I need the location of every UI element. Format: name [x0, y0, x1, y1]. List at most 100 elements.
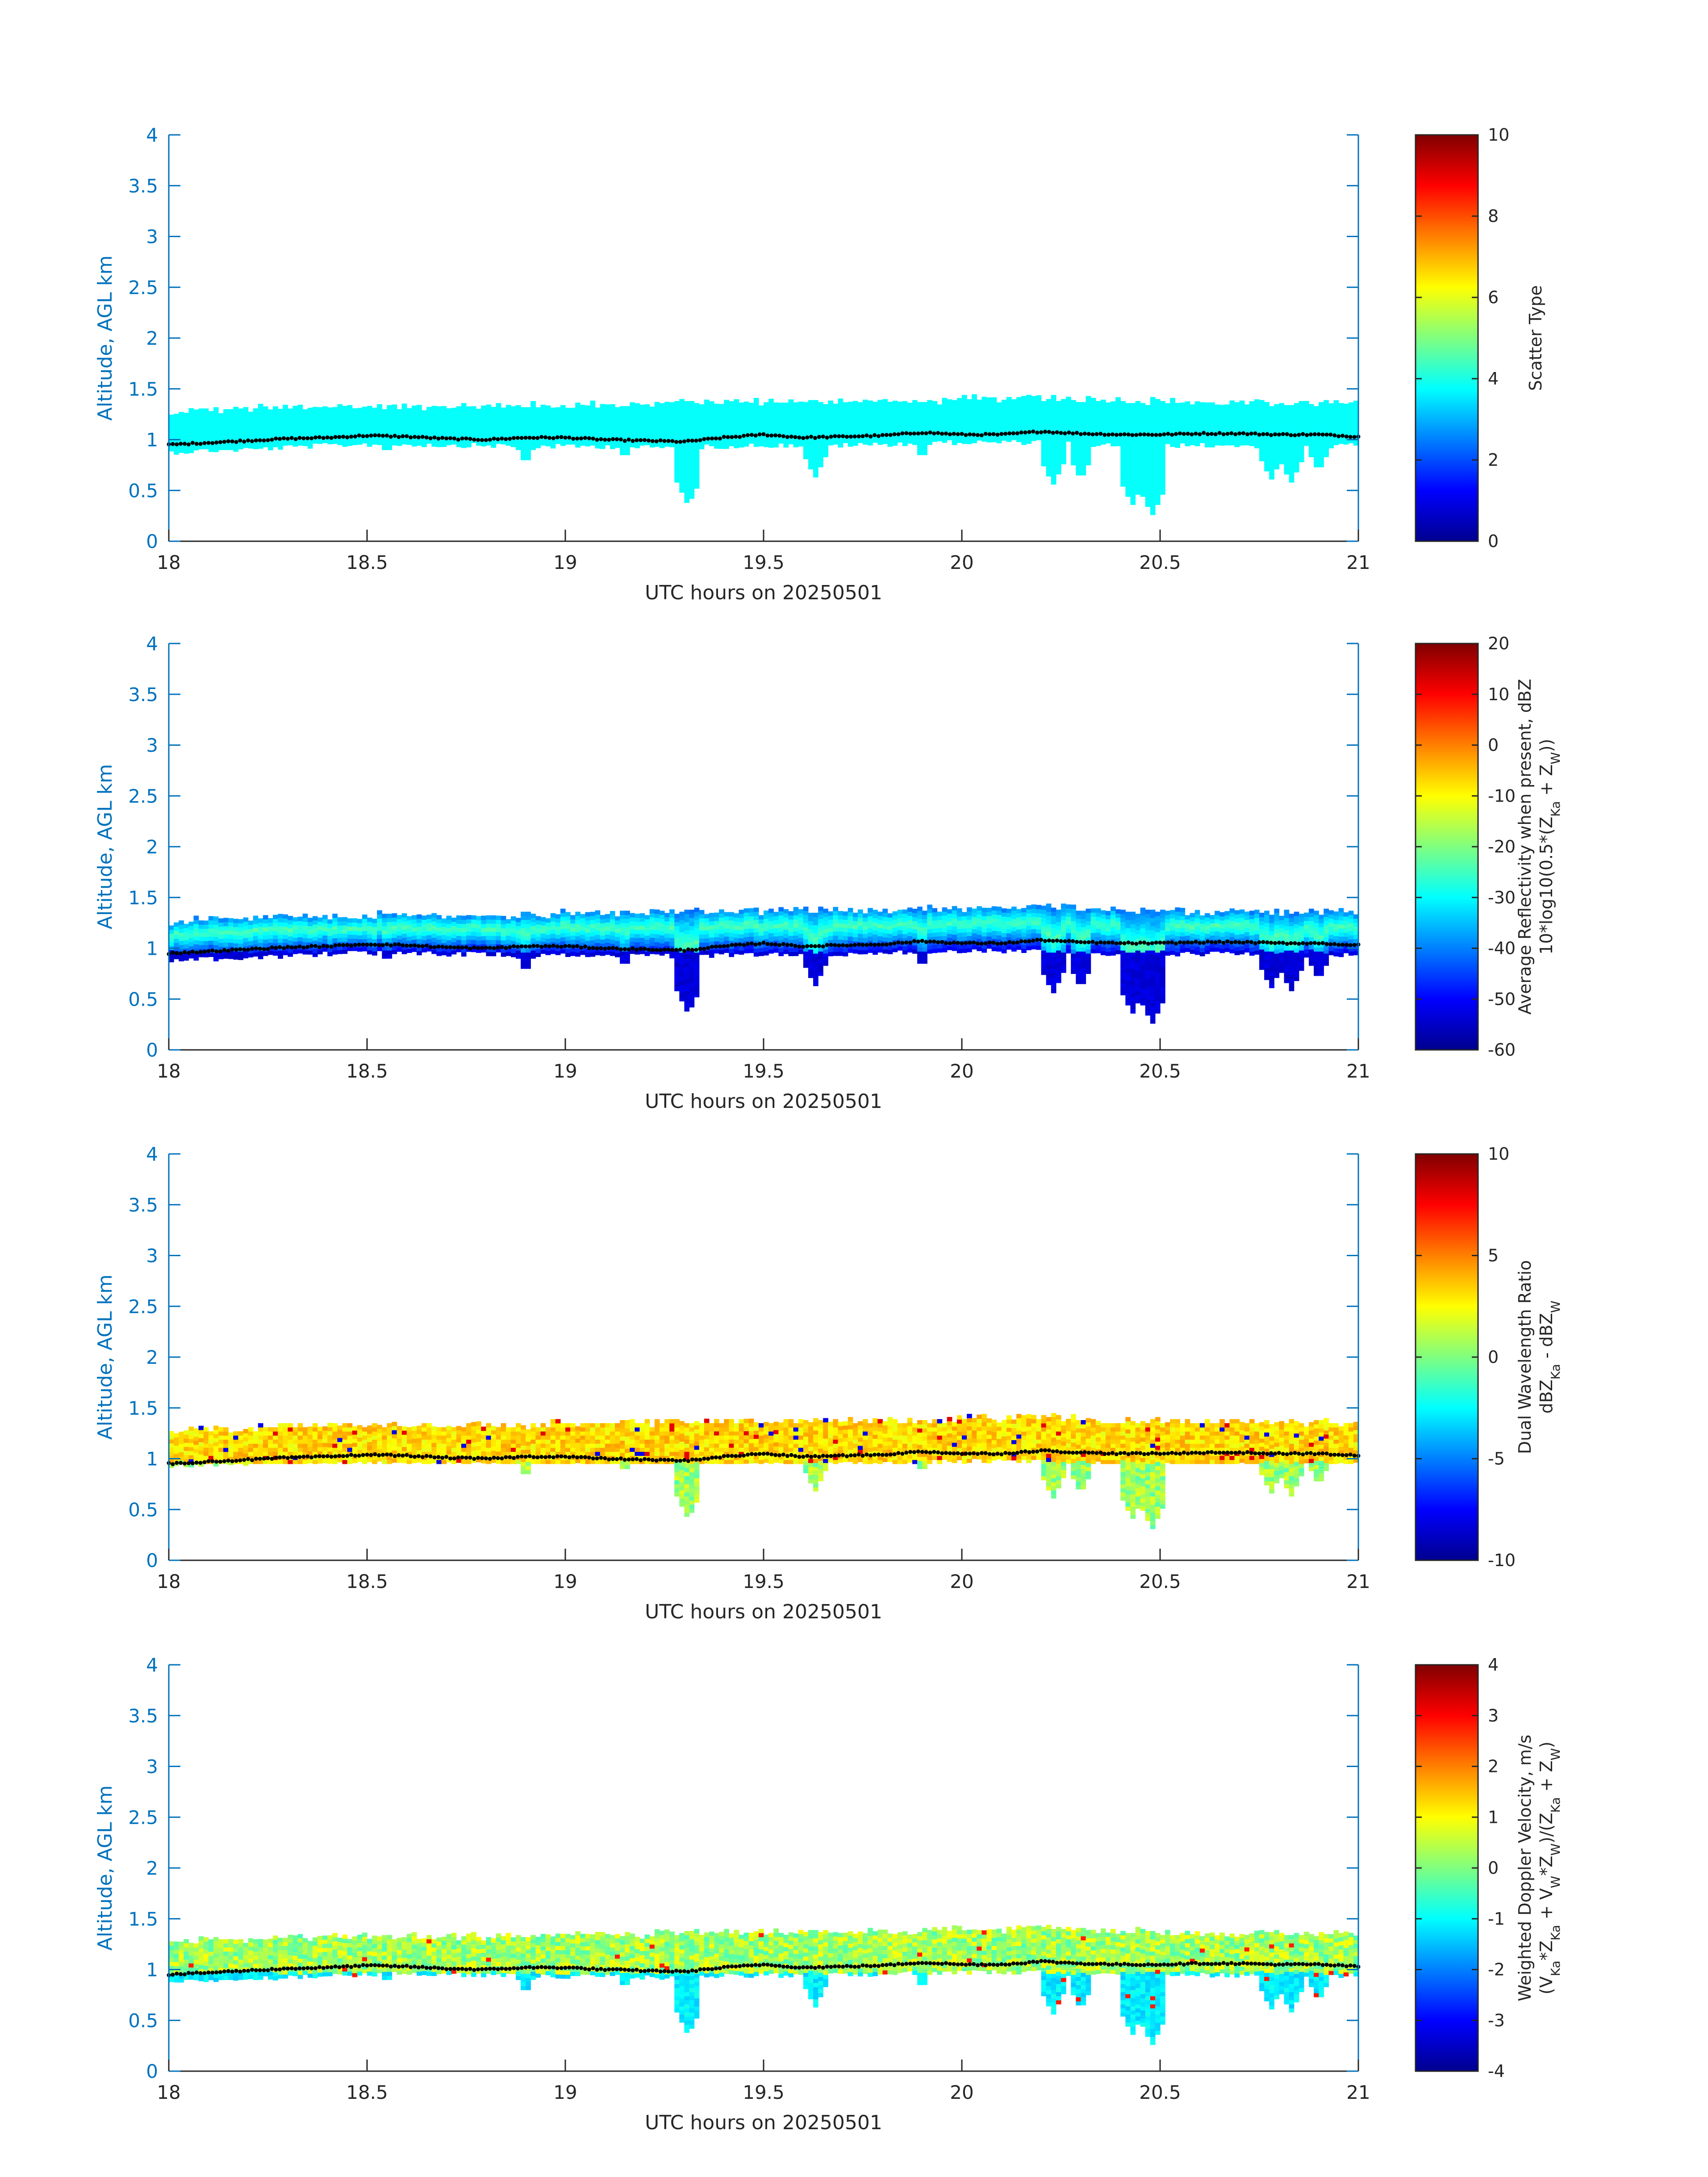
heatmap-cell [1165, 439, 1170, 444]
heatmap-cell [193, 944, 199, 949]
heatmap-cell [937, 923, 943, 928]
heatmap-cell [570, 416, 576, 420]
dot-marker [420, 435, 425, 439]
heatmap-cell [882, 439, 888, 444]
dot-marker [1011, 431, 1015, 435]
heatmap-cell [1289, 417, 1295, 422]
heatmap-cell [1155, 501, 1161, 505]
heatmap-cell [1120, 438, 1126, 442]
heatmap-cell [956, 920, 962, 925]
heatmap-cell [600, 420, 606, 425]
heatmap-cell [476, 417, 481, 422]
heatmap-cell [441, 426, 447, 431]
dot-marker [405, 434, 409, 439]
heatmap-cell [739, 934, 744, 939]
heatmap-cell [560, 425, 566, 430]
heatmap-cell [620, 414, 625, 419]
heatmap-cell [778, 907, 784, 911]
heatmap-cell [456, 418, 462, 423]
heatmap-cell [857, 406, 863, 411]
heatmap-cell [1061, 460, 1066, 464]
heatmap-cell [332, 423, 338, 428]
dot-marker [321, 436, 326, 440]
heatmap-cell [1051, 427, 1057, 432]
dot-marker [345, 435, 350, 439]
heatmap-cell [327, 928, 333, 932]
heatmap-cell [644, 935, 650, 940]
heatmap-cell [783, 945, 789, 950]
heatmap-cell [1125, 407, 1131, 412]
heatmap-cell [1175, 443, 1180, 448]
heatmap-cell [803, 947, 809, 952]
heatmap-cell [848, 418, 853, 422]
dot-marker [262, 438, 266, 443]
heatmap-cell [1111, 418, 1116, 422]
heatmap-cell [248, 416, 254, 420]
heatmap-cell [734, 411, 739, 416]
heatmap-cell [793, 923, 799, 928]
heatmap-cell [347, 429, 353, 434]
heatmap-cell [530, 926, 536, 931]
heatmap-cell [1194, 409, 1200, 414]
dot-marker [266, 438, 270, 443]
heatmap-cell [852, 437, 858, 442]
heatmap-cell [288, 412, 293, 417]
heatmap-cell [273, 414, 278, 419]
heatmap-cell [550, 937, 556, 942]
heatmap-cell [1016, 417, 1022, 422]
heatmap-cell [540, 925, 546, 930]
heatmap-cell [684, 926, 690, 931]
heatmap-cell [550, 411, 556, 416]
heatmap-cell [768, 443, 774, 448]
heatmap-cell [590, 425, 596, 430]
heatmap-cell [1274, 453, 1279, 457]
heatmap-cell [952, 922, 957, 927]
heatmap-cell [996, 439, 1002, 443]
heatmap-cell [342, 917, 348, 922]
heatmap-cell [1090, 443, 1096, 447]
heatmap-cell [486, 923, 492, 928]
heatmap-cell [843, 439, 848, 443]
heatmap-cell [600, 947, 606, 952]
heatmap-cell [907, 435, 913, 440]
heatmap-cell [377, 404, 382, 409]
heatmap-cell [927, 949, 932, 954]
heatmap-cell [228, 918, 234, 923]
dot-marker [436, 436, 441, 441]
heatmap-cell [1081, 443, 1086, 447]
heatmap-cell [1041, 405, 1047, 409]
heatmap-cell [674, 970, 680, 975]
heatmap-cell [540, 937, 546, 942]
heatmap-cell [273, 931, 278, 936]
heatmap-cell [739, 443, 744, 448]
heatmap-cell [560, 912, 566, 917]
heatmap-cell [991, 422, 997, 426]
heatmap-cell [610, 911, 615, 915]
heatmap-cell [734, 913, 739, 918]
heatmap-cell [491, 415, 497, 420]
heatmap-cell [1303, 417, 1309, 422]
heatmap-cell [352, 918, 358, 923]
heatmap-cell [297, 421, 303, 426]
heatmap-cell [193, 430, 199, 435]
heatmap-cell [233, 919, 238, 923]
heatmap-cell [367, 410, 372, 414]
heatmap-cell [917, 951, 923, 956]
heatmap-cell [223, 938, 229, 943]
heatmap-cell [352, 436, 358, 441]
heatmap-cell [555, 415, 561, 420]
heatmap-cell [505, 952, 511, 956]
heatmap-cell [422, 928, 427, 932]
heatmap-cell [491, 431, 497, 436]
heatmap-cell [605, 918, 610, 923]
heatmap-cell [1111, 426, 1116, 430]
heatmap-cell [1090, 426, 1096, 431]
heatmap-cell [639, 429, 645, 434]
heatmap-cell [1086, 449, 1091, 453]
heatmap-cell [664, 426, 670, 430]
heatmap-cell [813, 921, 819, 925]
heatmap-cell [709, 929, 714, 934]
heatmap-cell [521, 411, 526, 416]
heatmap-cell [505, 939, 511, 944]
heatmap-cell [674, 442, 680, 446]
